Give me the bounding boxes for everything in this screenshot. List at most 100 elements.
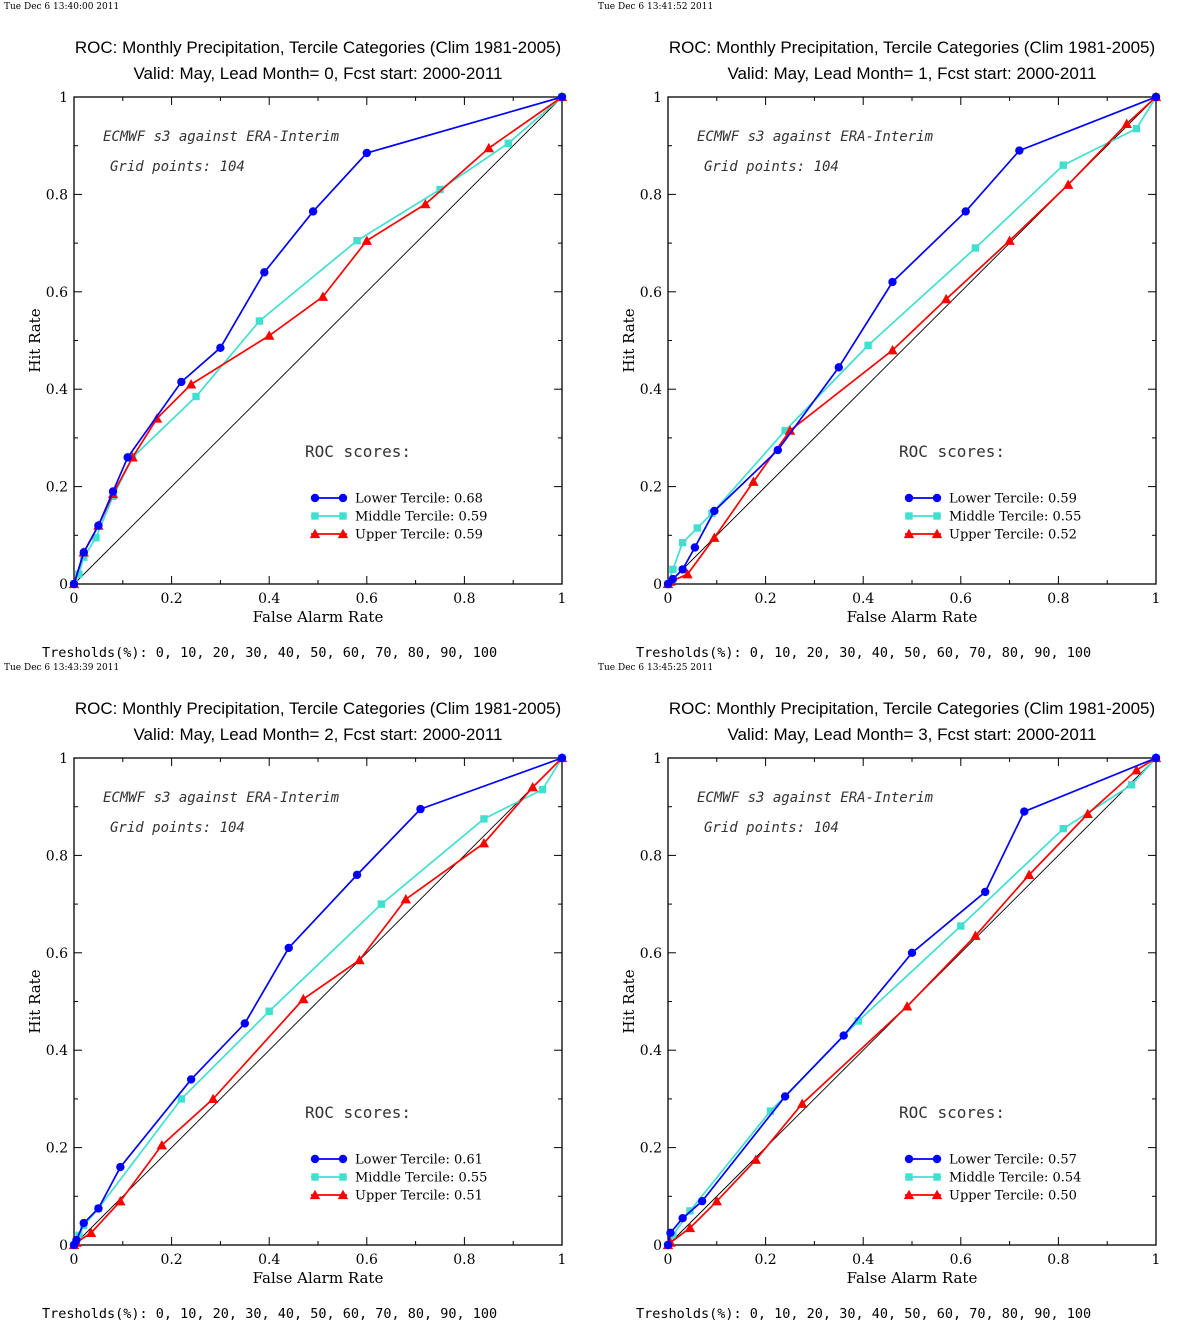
y-tick-label: 0.4 xyxy=(46,1043,68,1059)
legend-label: Lower Tercile: 0.59 xyxy=(949,492,1077,507)
y-tick-label: 0.6 xyxy=(46,946,68,962)
x-tick-label: 1 xyxy=(558,1252,567,1268)
annotation-gridpoints: Grid points: 104 xyxy=(704,820,839,836)
data-point xyxy=(970,930,981,940)
data-point xyxy=(854,1017,863,1025)
y-tick-label: 0.8 xyxy=(46,848,68,864)
x-tick-label: 0.4 xyxy=(258,1252,280,1268)
legend-marker xyxy=(933,1173,941,1181)
legend-marker xyxy=(339,1173,347,1181)
data-point xyxy=(668,574,678,584)
data-point xyxy=(284,943,293,953)
series-lower xyxy=(663,753,1161,1250)
roc-panel-lead-0: Tue Dec 6 13:40:00 2011 ROC: Monthly Prec… xyxy=(0,0,594,661)
y-tick-label: 0.4 xyxy=(46,382,68,398)
legend-marker xyxy=(311,512,319,520)
roc-chart: Tue Dec 6 13:41:52 2011 ROC: Monthly Prec… xyxy=(598,2,1162,661)
legend-label: Lower Tercile: 0.68 xyxy=(355,492,483,507)
data-point xyxy=(961,207,970,216)
data-point xyxy=(79,548,88,557)
annotation-gridpoints: Grid points: 104 xyxy=(110,159,245,175)
timestamp: Tue Dec 6 13:41:52 2011 xyxy=(598,2,713,12)
annotation-gridpoints: Grid points: 104 xyxy=(704,159,839,175)
y-tick-label: 1 xyxy=(653,90,662,106)
data-point xyxy=(538,785,547,794)
data-point xyxy=(697,1196,707,1206)
x-tick-label: 0.2 xyxy=(160,1252,182,1268)
y-tick-label: 0.2 xyxy=(46,480,68,496)
data-point xyxy=(75,570,83,578)
data-point xyxy=(416,804,425,814)
data-point xyxy=(94,521,103,530)
data-point xyxy=(766,1107,775,1115)
y-tick-label: 1 xyxy=(59,751,68,767)
data-point xyxy=(115,1195,126,1206)
legend-label: Middle Tercile: 0.59 xyxy=(355,510,487,525)
data-point xyxy=(678,565,687,574)
data-point xyxy=(690,543,700,552)
data-point xyxy=(177,377,186,387)
legend-label: Upper Tercile: 0.50 xyxy=(949,1189,1077,1204)
data-point xyxy=(420,198,431,209)
data-point xyxy=(1082,808,1093,819)
legend-label: Upper Tercile: 0.59 xyxy=(355,528,483,543)
legend-marker xyxy=(338,493,348,503)
y-tick-label: 0.2 xyxy=(640,480,662,496)
data-point xyxy=(527,782,538,792)
x-axis-label: False Alarm Rate xyxy=(847,1269,978,1287)
legend-marker xyxy=(933,512,941,520)
data-point xyxy=(240,1019,249,1028)
x-tick-label: 0 xyxy=(70,591,79,607)
annotation-gridpoints: Grid points: 104 xyxy=(110,820,245,836)
x-tick-label: 0 xyxy=(664,1252,673,1268)
data-point xyxy=(663,1240,673,1250)
legend: Lower Tercile: 0.61 Middle Tercile: 0.55 U… xyxy=(309,1153,487,1204)
roc-scores-header: ROC scores: xyxy=(899,1103,1005,1122)
legend-marker xyxy=(904,1154,914,1164)
chart-subtitle: Valid: May, Lead Month= 0, Fcst start: 2… xyxy=(133,64,502,83)
legend-marker xyxy=(311,1173,319,1181)
x-tick-label: 0 xyxy=(70,1252,79,1268)
x-tick-label: 0.6 xyxy=(950,1252,972,1268)
no-skill-diagonal xyxy=(73,96,563,585)
y-tick-label: 0.4 xyxy=(640,382,662,398)
x-tick-label: 0.4 xyxy=(258,591,280,607)
x-tick-label: 0.8 xyxy=(453,1252,475,1268)
data-point xyxy=(185,379,197,389)
annotation-model: ECMWF s3 against ERA-Interim xyxy=(103,129,340,145)
data-point xyxy=(750,1154,762,1164)
data-point xyxy=(352,870,362,880)
legend-marker xyxy=(905,512,913,520)
roc-scores-header: ROC scores: xyxy=(305,442,411,461)
legend-marker xyxy=(310,1154,320,1164)
legend-marker xyxy=(338,1154,348,1164)
timestamp: Tue Dec 6 13:43:39 2011 xyxy=(4,663,119,673)
data-point xyxy=(480,815,488,823)
legend-marker xyxy=(309,1189,321,1200)
legend-marker xyxy=(309,528,321,539)
data-point xyxy=(265,1007,273,1015)
data-point xyxy=(85,1227,97,1237)
annotation-model: ECMWF s3 against ERA-Interim xyxy=(103,790,340,806)
roc-scores-header: ROC scores: xyxy=(305,1103,411,1122)
data-point xyxy=(748,476,759,486)
data-point xyxy=(108,487,118,496)
roc-panel-lead-1: Tue Dec 6 13:41:52 2011 ROC: Monthly Prec… xyxy=(594,0,1187,661)
x-tick-label: 1 xyxy=(1152,591,1161,607)
y-axis-label: Hit Rate xyxy=(620,969,638,1033)
data-point xyxy=(684,1222,696,1233)
data-point xyxy=(1132,124,1141,133)
y-tick-label: 0.8 xyxy=(640,187,662,203)
data-point xyxy=(682,569,693,579)
data-point xyxy=(94,1204,103,1213)
data-point xyxy=(216,343,225,353)
data-point xyxy=(207,1093,219,1104)
x-tick-label: 0.6 xyxy=(950,591,972,607)
data-point xyxy=(1059,161,1067,169)
legend-marker xyxy=(904,493,914,503)
x-tick-label: 0.8 xyxy=(1047,1252,1069,1268)
legend-marker xyxy=(903,1189,915,1200)
data-point xyxy=(1023,869,1035,880)
data-point xyxy=(1020,807,1029,816)
data-point xyxy=(557,753,567,763)
